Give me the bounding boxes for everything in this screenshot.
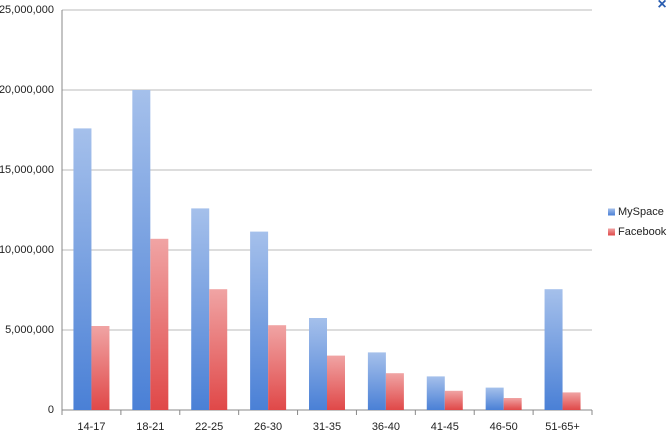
bar [367,352,386,410]
bar [132,90,151,410]
bar [309,318,327,410]
y-tick-label: 15,000,000 [0,164,54,176]
legend-label: Facebook [618,226,667,238]
x-tick-label: 51-65+ [545,421,580,433]
y-tick-label: 0 [48,404,54,416]
bar [250,231,269,410]
bar [485,387,504,410]
bar [91,326,110,410]
bar [268,325,287,410]
legend-swatch [608,208,615,216]
x-tick-label: 18-21 [136,421,164,433]
close-button[interactable]: × [657,0,666,13]
y-tick-label: 5,000,000 [5,324,54,336]
x-tick-label: 36-40 [372,421,400,433]
legend-swatch [608,228,615,236]
x-tick-label: 41-45 [431,421,459,433]
y-tick-label: 10,000,000 [0,244,54,256]
bar [503,398,522,410]
bar [562,392,581,410]
x-tick-label: 22-25 [195,421,223,433]
bar [444,390,463,410]
bar [385,373,404,410]
bar [544,289,563,410]
x-tick-label: 31-35 [313,421,341,433]
bar [73,128,92,410]
bar [191,208,210,410]
y-tick-label: 20,000,000 [0,84,54,96]
bar [426,376,445,410]
bar [327,355,345,410]
bar [150,238,169,410]
legend-label: MySpace [618,206,664,218]
x-tick-label: 26-30 [254,421,282,433]
x-tick-label: 46-50 [490,421,518,433]
y-tick-label: 25,000,000 [0,4,54,16]
x-tick-label: 14-17 [77,421,105,433]
bar [209,289,228,410]
